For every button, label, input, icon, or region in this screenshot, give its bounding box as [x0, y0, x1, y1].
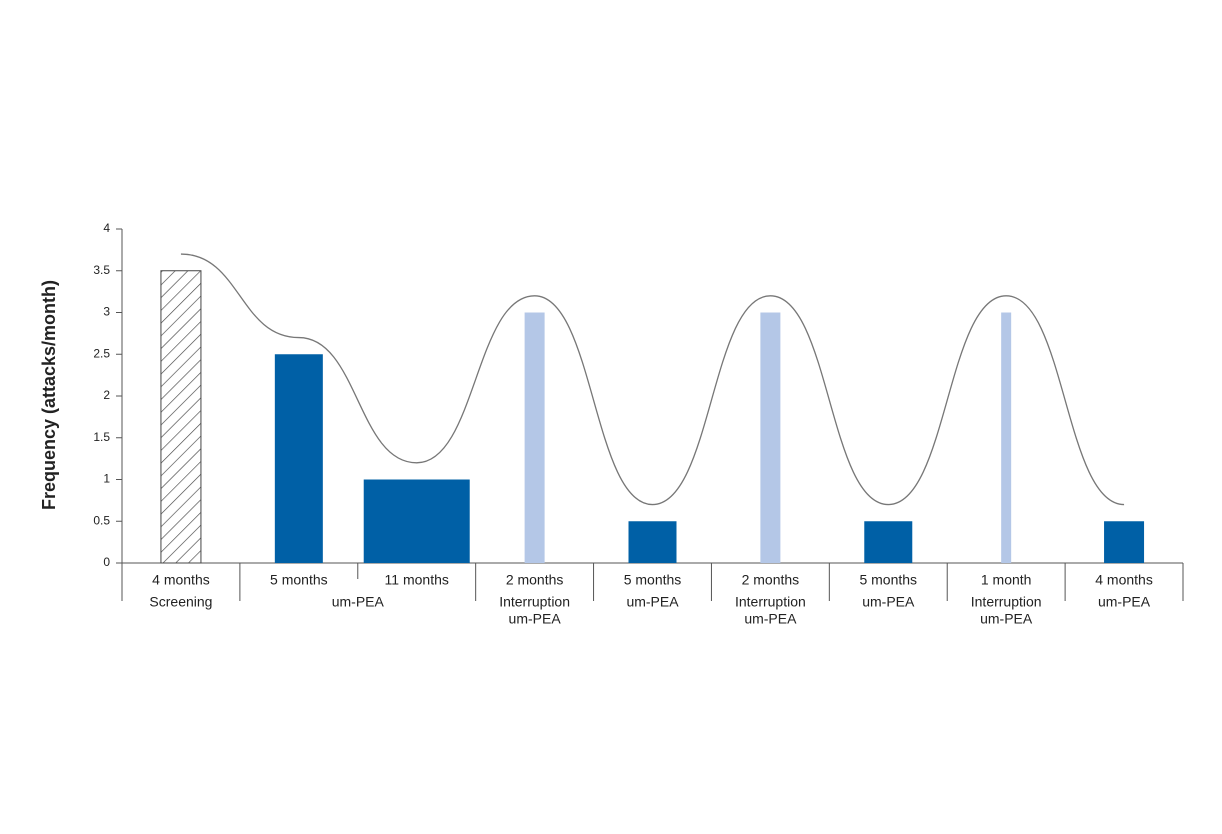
bar: [524, 312, 545, 563]
x-tick-label: 4 months: [1095, 572, 1153, 588]
group-label: um-PEA: [980, 611, 1033, 627]
group-label: um-PEA: [1098, 594, 1151, 610]
y-tick-label: 3.5: [93, 263, 110, 277]
bar: [1104, 521, 1145, 563]
group-label: um-PEA: [744, 611, 797, 627]
group-label: um-PEA: [332, 594, 385, 610]
x-tick-label: 11 months: [385, 572, 449, 588]
y-tick-label: 4: [103, 221, 110, 235]
x-tick-label: 5 months: [859, 572, 917, 588]
group-label: um-PEA: [862, 594, 915, 610]
y-tick-label: 3: [103, 305, 110, 319]
bar: [274, 354, 323, 563]
y-tick-label: 0: [103, 555, 110, 569]
group-label: Interruption: [971, 594, 1042, 610]
group-label: Interruption: [499, 594, 570, 610]
y-tick-label: 2: [103, 388, 110, 402]
group-label: Screening: [149, 594, 212, 610]
bar: [1001, 312, 1012, 563]
bar: [363, 479, 470, 563]
bar: [628, 521, 677, 563]
x-tick-label: 2 months: [742, 572, 800, 588]
y-tick-label: 0.5: [93, 513, 110, 527]
bar: [760, 312, 781, 563]
y-tick-label: 1: [103, 472, 110, 486]
x-tick-label: 5 months: [624, 572, 682, 588]
x-tick-label: 5 months: [270, 572, 328, 588]
x-tick-label: 4 months: [152, 572, 210, 588]
y-tick-label: 2.5: [93, 346, 110, 360]
y-axis-label: Frequency (attacks/month): [39, 280, 59, 510]
y-tick-label: 1.5: [93, 430, 110, 444]
group-label: um-PEA: [626, 594, 679, 610]
group-label: um-PEA: [509, 611, 562, 627]
trend-line: [180, 253, 1125, 506]
bar: [864, 521, 913, 563]
x-tick-label: 2 months: [506, 572, 564, 588]
group-label: Interruption: [735, 594, 806, 610]
bar: [160, 270, 202, 564]
x-tick-label: 1 month: [981, 572, 1032, 588]
